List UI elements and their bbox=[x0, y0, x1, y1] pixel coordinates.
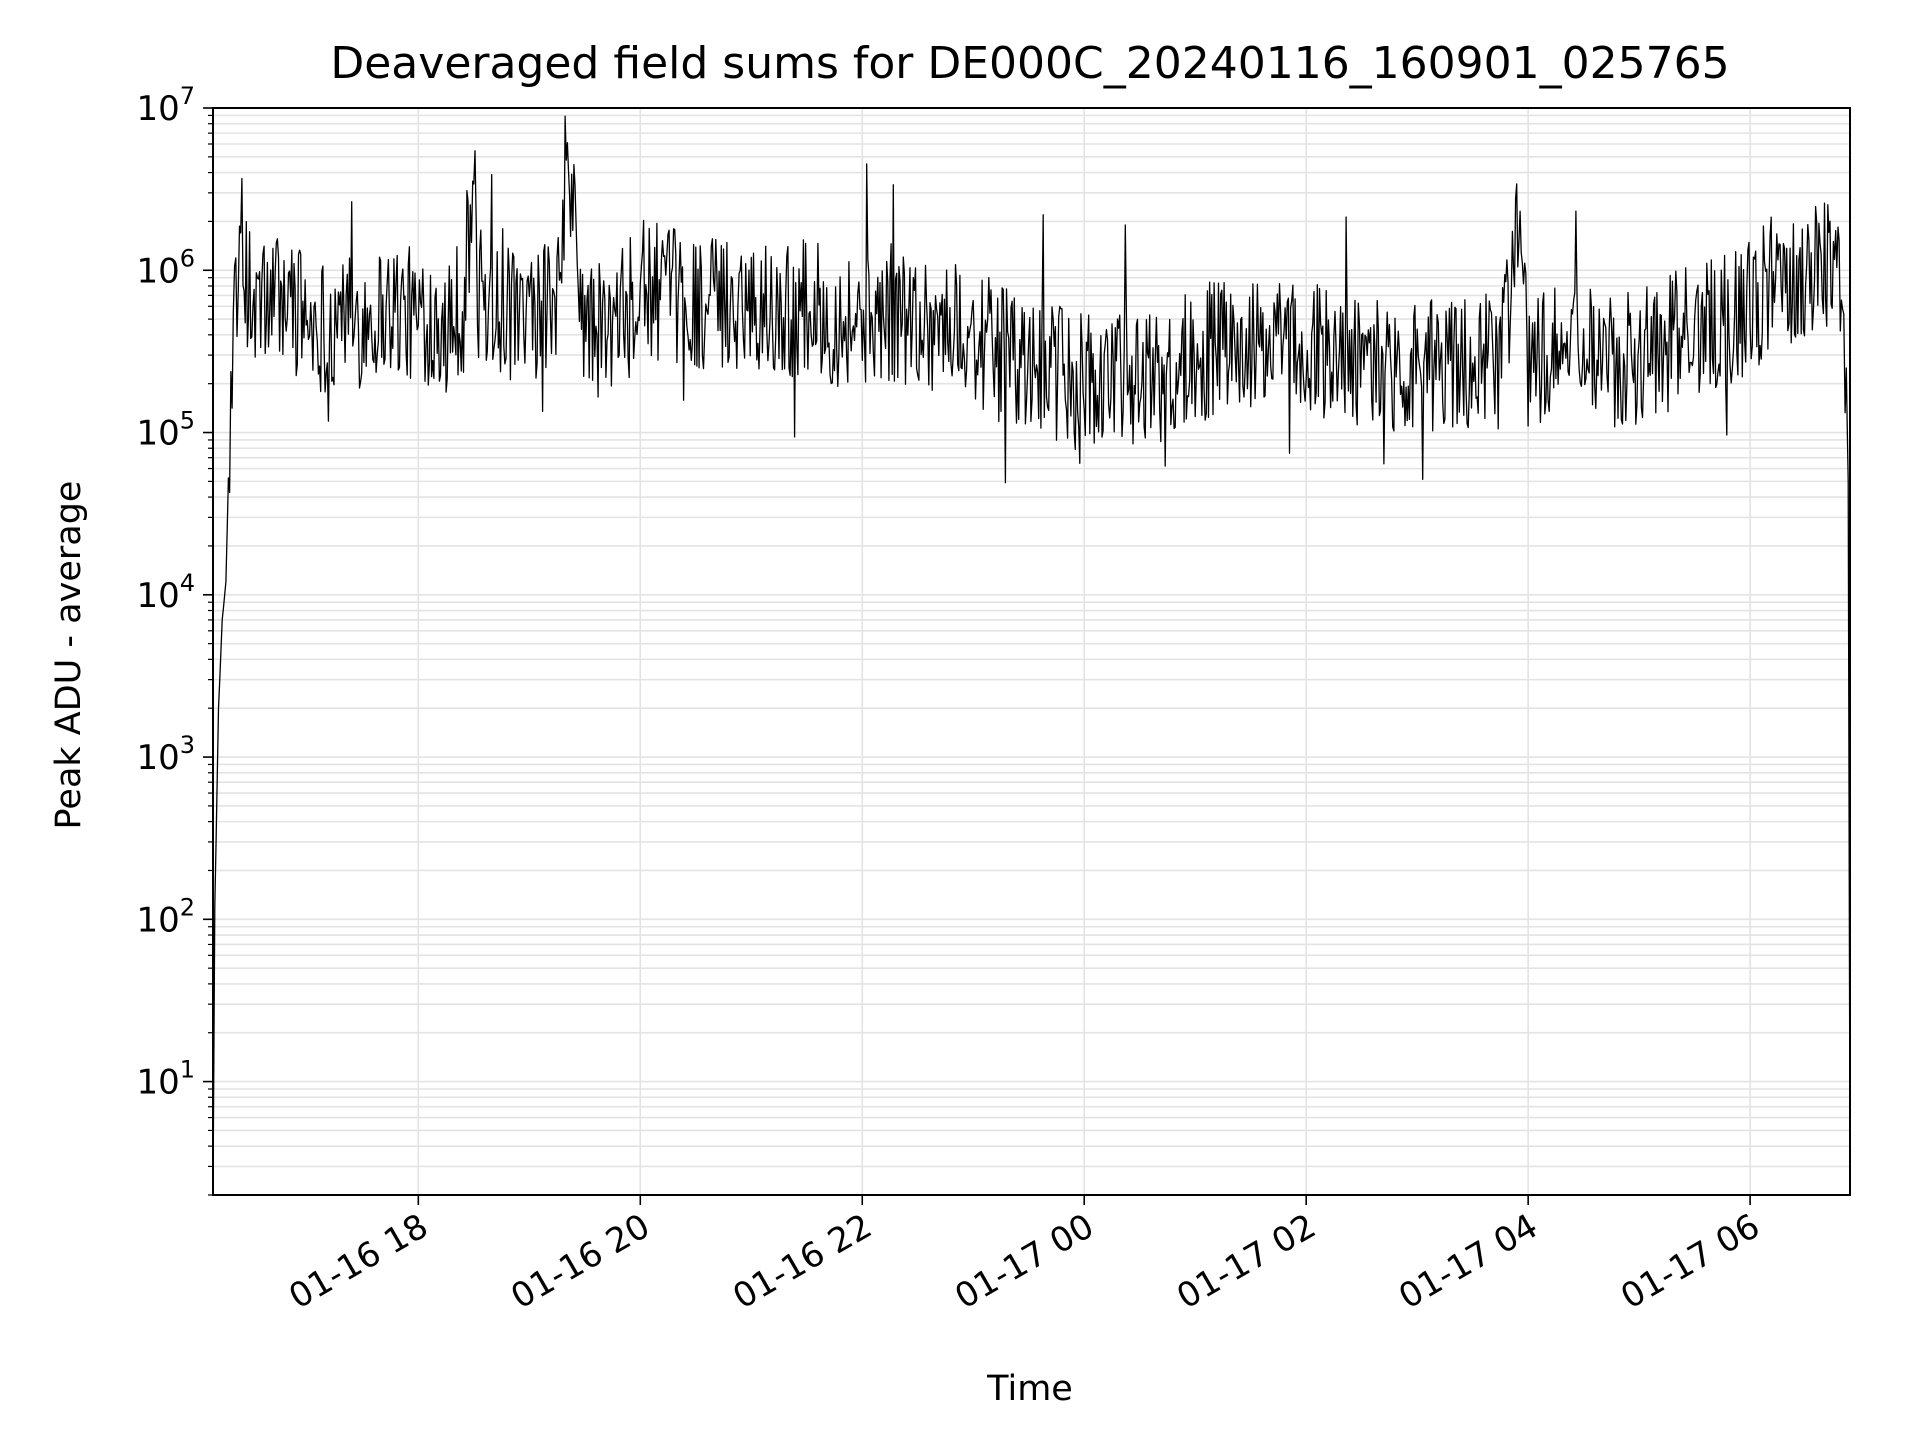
y-tick-label: 104 bbox=[136, 569, 195, 616]
y-tick-label: 102 bbox=[136, 893, 195, 940]
y-tick-label-base: 10 bbox=[136, 251, 179, 291]
y-tick-label-base: 10 bbox=[136, 738, 179, 778]
y-tick-label: 106 bbox=[136, 244, 195, 291]
series-line bbox=[212, 115, 1851, 1196]
x-axis-label: Time bbox=[986, 1369, 1073, 1409]
y-tick-label-base: 10 bbox=[136, 900, 179, 940]
y-tick-label: 107 bbox=[136, 82, 195, 129]
y-tick-label-exponent: 1 bbox=[180, 1056, 195, 1084]
series-layer bbox=[212, 115, 1851, 1196]
y-tick-label: 105 bbox=[136, 407, 195, 454]
y-tick-label-exponent: 7 bbox=[180, 82, 195, 110]
y-tick-label-base: 10 bbox=[136, 414, 179, 454]
y-tick-label-base: 10 bbox=[136, 576, 179, 616]
y-tick-label-exponent: 4 bbox=[180, 569, 195, 597]
y-tick-label-exponent: 2 bbox=[180, 893, 195, 921]
plot-frame bbox=[212, 107, 1851, 1196]
y-tick-label-exponent: 6 bbox=[180, 244, 195, 272]
y-tick-label-base: 10 bbox=[136, 89, 179, 129]
y-tick-label: 101 bbox=[136, 1056, 195, 1103]
y-tick-label-base: 10 bbox=[136, 1063, 179, 1103]
y-tick-label-exponent: 3 bbox=[180, 731, 195, 759]
chart-title: Deaveraged field sums for DE000C_2024011… bbox=[330, 38, 1729, 89]
y-tick-label-exponent: 5 bbox=[180, 407, 195, 435]
y-tick-label: 103 bbox=[136, 731, 195, 778]
y-axis-label: Peak ADU - average bbox=[49, 481, 89, 830]
